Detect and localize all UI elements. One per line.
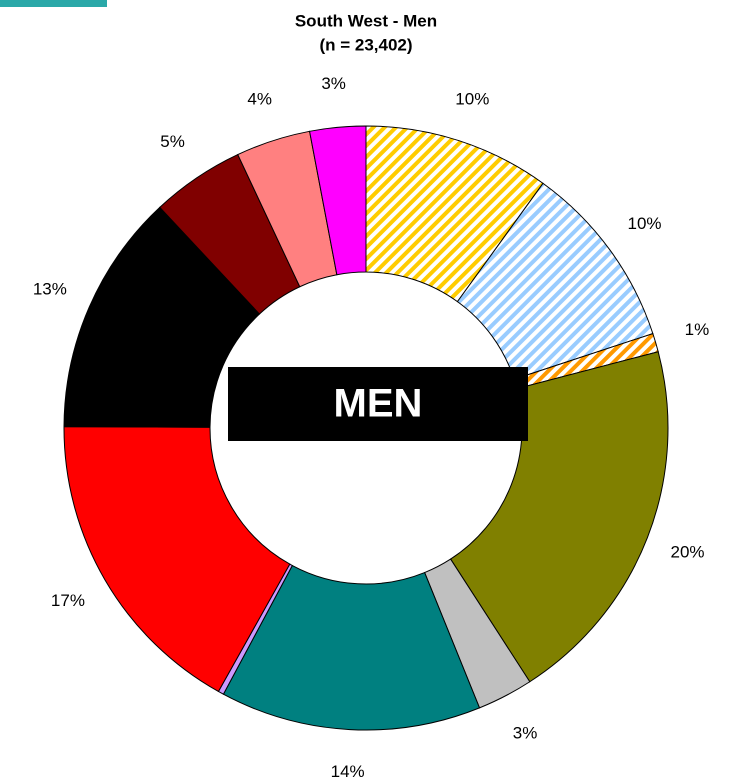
data-label: 17% — [51, 591, 85, 610]
data-label: 5% — [160, 132, 185, 151]
data-label: 20% — [670, 543, 704, 562]
data-label: 10% — [628, 214, 662, 233]
data-label: 3% — [513, 724, 538, 743]
slice — [449, 351, 669, 683]
data-label: 4% — [247, 89, 272, 108]
data-label: 10% — [455, 89, 489, 108]
data-label: 14% — [331, 762, 365, 781]
slice — [63, 426, 291, 693]
chart-subtitle: (n = 23,402) — [319, 35, 412, 54]
data-label: 1% — [685, 320, 710, 339]
data-label: 13% — [33, 279, 67, 298]
slices — [63, 125, 669, 731]
data-label: 3% — [321, 74, 346, 93]
center-label: MEN — [334, 382, 423, 426]
slice — [222, 564, 481, 731]
slice — [308, 125, 367, 276]
labels: 10% 10% 1% 20% 3% 14% 17% 13% 5% 4% 3% — [33, 74, 709, 781]
chart-title: South West - Men — [295, 11, 437, 30]
center-box — [228, 367, 528, 441]
accent-bar — [0, 0, 107, 7]
